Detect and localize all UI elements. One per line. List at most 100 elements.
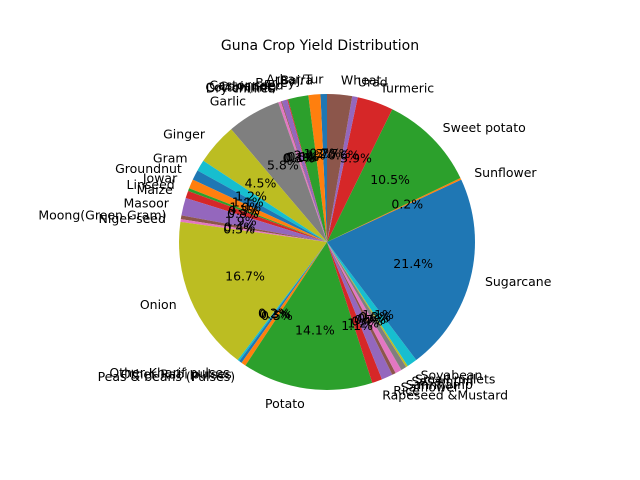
pie-slice-niger-seed: [180, 219, 327, 242]
slice-label-soyabean: Soyabean: [421, 368, 483, 383]
slice-percent-sugarcane: 21.4%: [393, 256, 433, 271]
slice-label-sugarcane: Sugarcane: [485, 274, 552, 289]
pie-slice-small-millets: [327, 242, 408, 368]
slice-label-turmeric: Turmeric: [379, 81, 434, 96]
slice-percent-barley: 2.2%: [294, 147, 326, 162]
slice-percent-castor-seed: 0.1%: [287, 149, 319, 164]
pie-slice-rapeseed-mustard: [327, 242, 383, 383]
slice-percent-rapeseed-mustard: 1.1%: [341, 318, 373, 333]
pie-slice-masoor: [181, 198, 327, 242]
slice-label-bajra: Bajra: [281, 72, 314, 87]
slice-label-peas-beans-pulses: Peas & beans (Pulses): [98, 369, 236, 384]
slice-label-sesamum: Sesamum: [412, 374, 474, 389]
slice-percent-garlic: 5.8%: [267, 157, 299, 172]
pie-slice-turmeric: [327, 97, 393, 242]
slice-percent-other-rabi-pulses: 0.3%: [259, 307, 291, 322]
slice-label-maize: Maize: [137, 182, 173, 197]
slice-label-ginger: Ginger: [163, 127, 206, 142]
pie-slice-castor-seed: [287, 99, 327, 242]
slice-percent-arhar-tur: 0.7%: [309, 146, 341, 161]
slice-percent-onion: 16.7%: [225, 269, 265, 284]
slice-percent-turmeric: 3.9%: [340, 151, 372, 166]
slice-label-gram: Gram: [153, 150, 188, 165]
pie-slice-sannhamp: [327, 242, 402, 374]
slice-label-groundnut: Groundnut: [115, 161, 182, 176]
pie-slice-other-rabi-pulses: [239, 242, 327, 363]
slice-label-sunflower: Sunflower: [474, 165, 537, 180]
slice-label-niger-seed: Niger seed: [99, 211, 166, 226]
slice-percent-urad: 0.6%: [328, 147, 360, 162]
slice-percent-sunflower: 0.2%: [391, 197, 423, 212]
pie-slice-groundnut: [192, 170, 327, 242]
slice-label-urad: Urad: [358, 75, 388, 90]
pie-slices: [179, 94, 475, 391]
slice-label-linseed: Linseed: [127, 177, 175, 192]
pie-slice-bajra: [308, 94, 327, 243]
slice-label-onion: Onion: [140, 297, 177, 312]
slice-percent-linseed: 0.3%: [228, 203, 260, 218]
slice-label-safflower: Safflower: [401, 380, 460, 395]
pie-slice-potato: [245, 242, 373, 391]
slice-percent-coriander: 0.6%: [286, 149, 318, 164]
slice-label-rice: Rice: [393, 383, 420, 398]
slice-percent-wheat: 2.7%: [319, 146, 351, 161]
slice-label-other-kharif-pulses: Other Kharif pulses: [109, 365, 229, 380]
pie-slice-cotton-lint: [280, 101, 327, 242]
pie-slice-maize: [185, 190, 327, 242]
slice-percent-jowar: 1.0%: [229, 200, 261, 215]
pie-slice-onion: [179, 221, 327, 361]
slice-percent-sannhamp: 0.7%: [354, 312, 386, 327]
pie-slice-other-kharif-pulses: [237, 242, 327, 362]
pie-slice-moong-green-gram: [180, 215, 327, 242]
slice-label-cotton-lint: Cotton(lint): [205, 80, 276, 95]
pie-slice-garlic: [231, 102, 327, 242]
slice-percent-maize: 0.8%: [227, 206, 259, 221]
slice-percent-small-millets: 0.2%: [359, 309, 391, 324]
pie-slice-dry-chillies: [278, 101, 327, 242]
slice-percent-potato: 14.1%: [295, 322, 335, 337]
slice-label-sweet-potato: Sweet potato: [443, 120, 526, 135]
slice-percent-gram: 1.2%: [235, 189, 267, 204]
slice-percent-masoor: 1.9%: [225, 213, 257, 228]
slice-label-small-millets: Small millets: [415, 371, 495, 386]
slice-label-potato: Potato: [265, 396, 305, 411]
slice-percent-sweet-potato: 10.5%: [370, 172, 410, 187]
slice-percent-cotton-lint: 0.1%: [284, 150, 316, 165]
pie-slice-rice: [327, 242, 393, 380]
pie-slice-coriander: [281, 99, 327, 242]
slice-percent-other-kharif-pulses: 0.2%: [258, 306, 290, 321]
pie-slice-sugarcane: [327, 179, 475, 361]
slice-percent-rice: 1.2%: [347, 316, 379, 331]
pie-slice-urad: [327, 96, 358, 242]
pie-slice-peas-beans-pulses: [241, 242, 327, 366]
pie-slice-ginger: [203, 129, 327, 242]
slice-label-arhar-tur: Arhar/Tur: [266, 72, 324, 87]
slice-percent-ginger: 4.5%: [245, 176, 277, 191]
slice-label-coriander: Coriander: [219, 79, 281, 94]
slice-percent-safflower: 0.4%: [351, 314, 383, 329]
slice-label-rapeseed-mustard: Rapeseed &Mustard: [382, 388, 508, 403]
slice-label-barley: Barley: [255, 75, 296, 90]
slice-label-moong-green-gram: Moong(Green Gram): [38, 207, 166, 222]
slice-percent-niger-seed: 0.3%: [223, 222, 255, 237]
pie-slice-sunflower: [327, 177, 462, 242]
slice-label-sannhamp: Sannhamp: [406, 377, 473, 392]
slice-label-garlic: Garlic: [210, 93, 246, 108]
slice-label-other-rabi-pulses: Other Rabi pulses: [121, 367, 232, 382]
slice-percent-sesamum: 0.6%: [357, 310, 389, 325]
pie-slice-sweet-potato: [327, 109, 461, 242]
pie-slice-arhar-tur: [320, 94, 327, 242]
slice-label-masoor: Masoor: [124, 196, 170, 211]
slice-percent-bajra: 1.3%: [304, 146, 336, 161]
slice-percent-soyabean: 1.1%: [362, 307, 394, 322]
chart-title: Guna Crop Yield Distribution: [221, 38, 419, 54]
slice-label-jowar: Jowar: [142, 171, 178, 186]
pie-percent-labels: 0.7%1.3%2.2%0.1%0.6%0.1%0.3%5.8%4.5%1.2%…: [223, 146, 433, 338]
pie-slice-wheat: [327, 94, 353, 242]
slice-percent-moong-green-gram: 0.4%: [224, 220, 256, 235]
pie-slice-barley: [288, 95, 327, 242]
slice-label-wheat: Wheat: [341, 72, 382, 87]
